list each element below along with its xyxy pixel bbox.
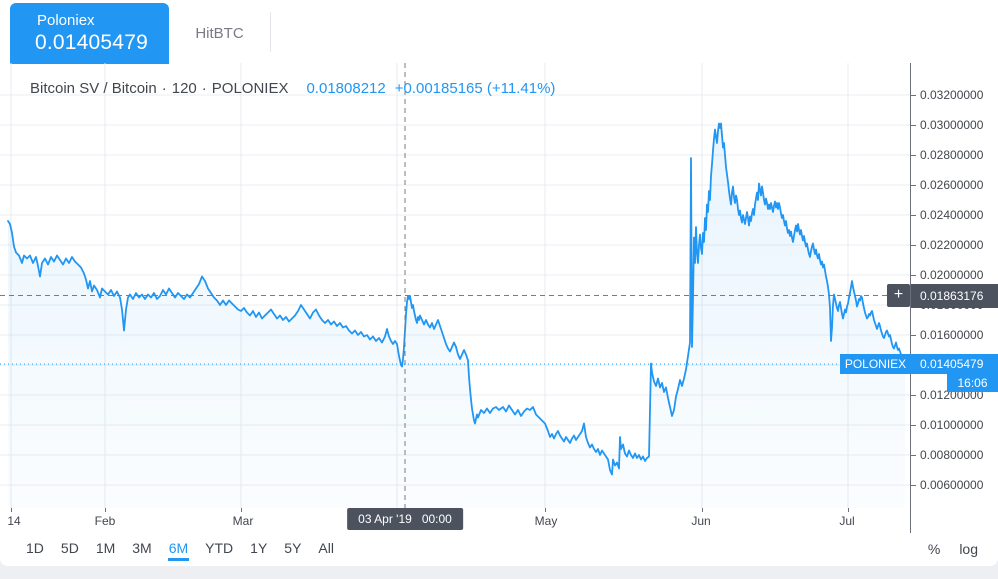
- exchange-name: POLONIEX: [211, 80, 289, 97]
- scale-buttons: % log: [909, 541, 978, 557]
- time-tick-mark: [702, 508, 703, 512]
- price-tick-label: 0.02400000: [920, 208, 984, 222]
- price-tick-label: 0.02200000: [920, 238, 984, 252]
- price-tick-mark: [911, 425, 916, 426]
- price-axis-border: [910, 63, 911, 533]
- time-tick-label: 14: [7, 514, 21, 528]
- price-tick-mark: [911, 485, 916, 486]
- price-tick-mark: [911, 155, 916, 156]
- price-tick-mark: [911, 395, 916, 396]
- price-tick-mark: [911, 95, 916, 96]
- series-line: [7, 122, 906, 476]
- price-tick-label: 0.02000000: [920, 268, 984, 282]
- time-tick-mark: [241, 508, 242, 512]
- time-tick-mark: [105, 508, 106, 512]
- price-tick-label: 0.00600000: [920, 478, 984, 492]
- price-tick-label: 0.02800000: [920, 148, 984, 162]
- range-button-1m[interactable]: 1M: [95, 539, 116, 556]
- tab-poloniex-price: 0.01405479: [35, 31, 148, 54]
- range-button-1y[interactable]: 1Y: [250, 539, 268, 556]
- price-tick-label: 0.03200000: [920, 88, 984, 102]
- price-tick-mark: [911, 275, 916, 276]
- series-area-fill: [8, 123, 905, 508]
- time-tick-label: Jun: [691, 514, 711, 528]
- bottom-toolbar: 1D 5D 1M 3M 6M YTD 1Y 5Y All % log: [0, 533, 998, 566]
- price-tick-mark: [911, 455, 916, 456]
- price-tick-label: 0.01000000: [920, 418, 984, 432]
- crosshair-price-label: 0.01863176: [911, 283, 998, 308]
- title-separator: ·: [161, 80, 167, 97]
- price-tick-label: 0.01600000: [920, 328, 984, 342]
- percent-scale-button[interactable]: %: [927, 540, 941, 557]
- price-line-chart[interactable]: [0, 63, 911, 508]
- time-tick-mark: [11, 508, 12, 512]
- chart-interval: 120: [171, 80, 197, 97]
- chart-region: Bitcoin SV / Bitcoin · 120 · POLONIEX 0.01808…: [0, 63, 998, 533]
- price-tick-mark: [911, 215, 916, 216]
- title-separator: ·: [201, 80, 207, 97]
- price-tick-label: 0.02600000: [920, 178, 984, 192]
- time-axis[interactable]: 03 Apr '19 00:00 14 Feb Mar May Jun Jul: [0, 508, 911, 533]
- tab-hitbtc-label: HitBTC: [195, 25, 244, 42]
- time-tick-label: Mar: [232, 514, 254, 528]
- log-scale-button[interactable]: log: [959, 540, 978, 557]
- price-tick-mark: [911, 185, 916, 186]
- header-price-change: +0.00185165 (+11.41%): [394, 80, 556, 97]
- range-button-ytd[interactable]: YTD: [205, 539, 234, 556]
- chart-widget-card: Poloniex 0.01405479 HitBTC Bitcoin SV / …: [0, 0, 998, 566]
- range-button-all[interactable]: All: [318, 539, 334, 556]
- range-button-1d[interactable]: 1D: [26, 539, 44, 556]
- time-tick-label: Feb: [94, 514, 116, 528]
- range-button-5d[interactable]: 5D: [60, 539, 79, 556]
- tab-poloniex-label: Poloniex: [37, 12, 95, 29]
- tab-divider: [270, 12, 271, 52]
- time-tick-label: May: [534, 514, 558, 528]
- range-button-6m[interactable]: 6M: [167, 537, 190, 561]
- exchange-tabs: Poloniex 0.01405479 HitBTC: [0, 0, 998, 64]
- time-tick-label: Jul: [839, 514, 855, 528]
- range-button-3m[interactable]: 3M: [132, 539, 152, 556]
- header-last-price: 0.01808212: [306, 80, 386, 97]
- range-button-5y[interactable]: 5Y: [284, 539, 302, 556]
- time-tick-mark: [545, 508, 546, 512]
- last-price-exchange-label: POLONIEX: [840, 354, 911, 375]
- crosshair-date-tooltip: 03 Apr '19 00:00: [347, 508, 463, 530]
- time-tick-mark: [848, 508, 849, 512]
- last-price-label: 0.01405479: [911, 354, 998, 375]
- tab-poloniex[interactable]: Poloniex 0.01405479: [10, 3, 169, 64]
- crosshair-plus-icon[interactable]: +: [887, 283, 910, 307]
- price-tick-mark: [911, 125, 916, 126]
- price-tick-mark: [911, 335, 916, 336]
- symbol-name: Bitcoin SV / Bitcoin: [30, 80, 157, 97]
- price-tick-label: 0.03000000: [920, 118, 984, 132]
- chart-title: Bitcoin SV / Bitcoin · 120 · POLONIEX 0.01808…: [30, 80, 555, 97]
- last-price-time-label: 16:06: [947, 374, 998, 393]
- date-range-buttons: 1D 5D 1M 3M 6M YTD 1Y 5Y All: [25, 537, 350, 561]
- tab-hitbtc[interactable]: HitBTC: [169, 3, 270, 64]
- price-tick-mark: [911, 245, 916, 246]
- price-tick-label: 0.00800000: [920, 448, 984, 462]
